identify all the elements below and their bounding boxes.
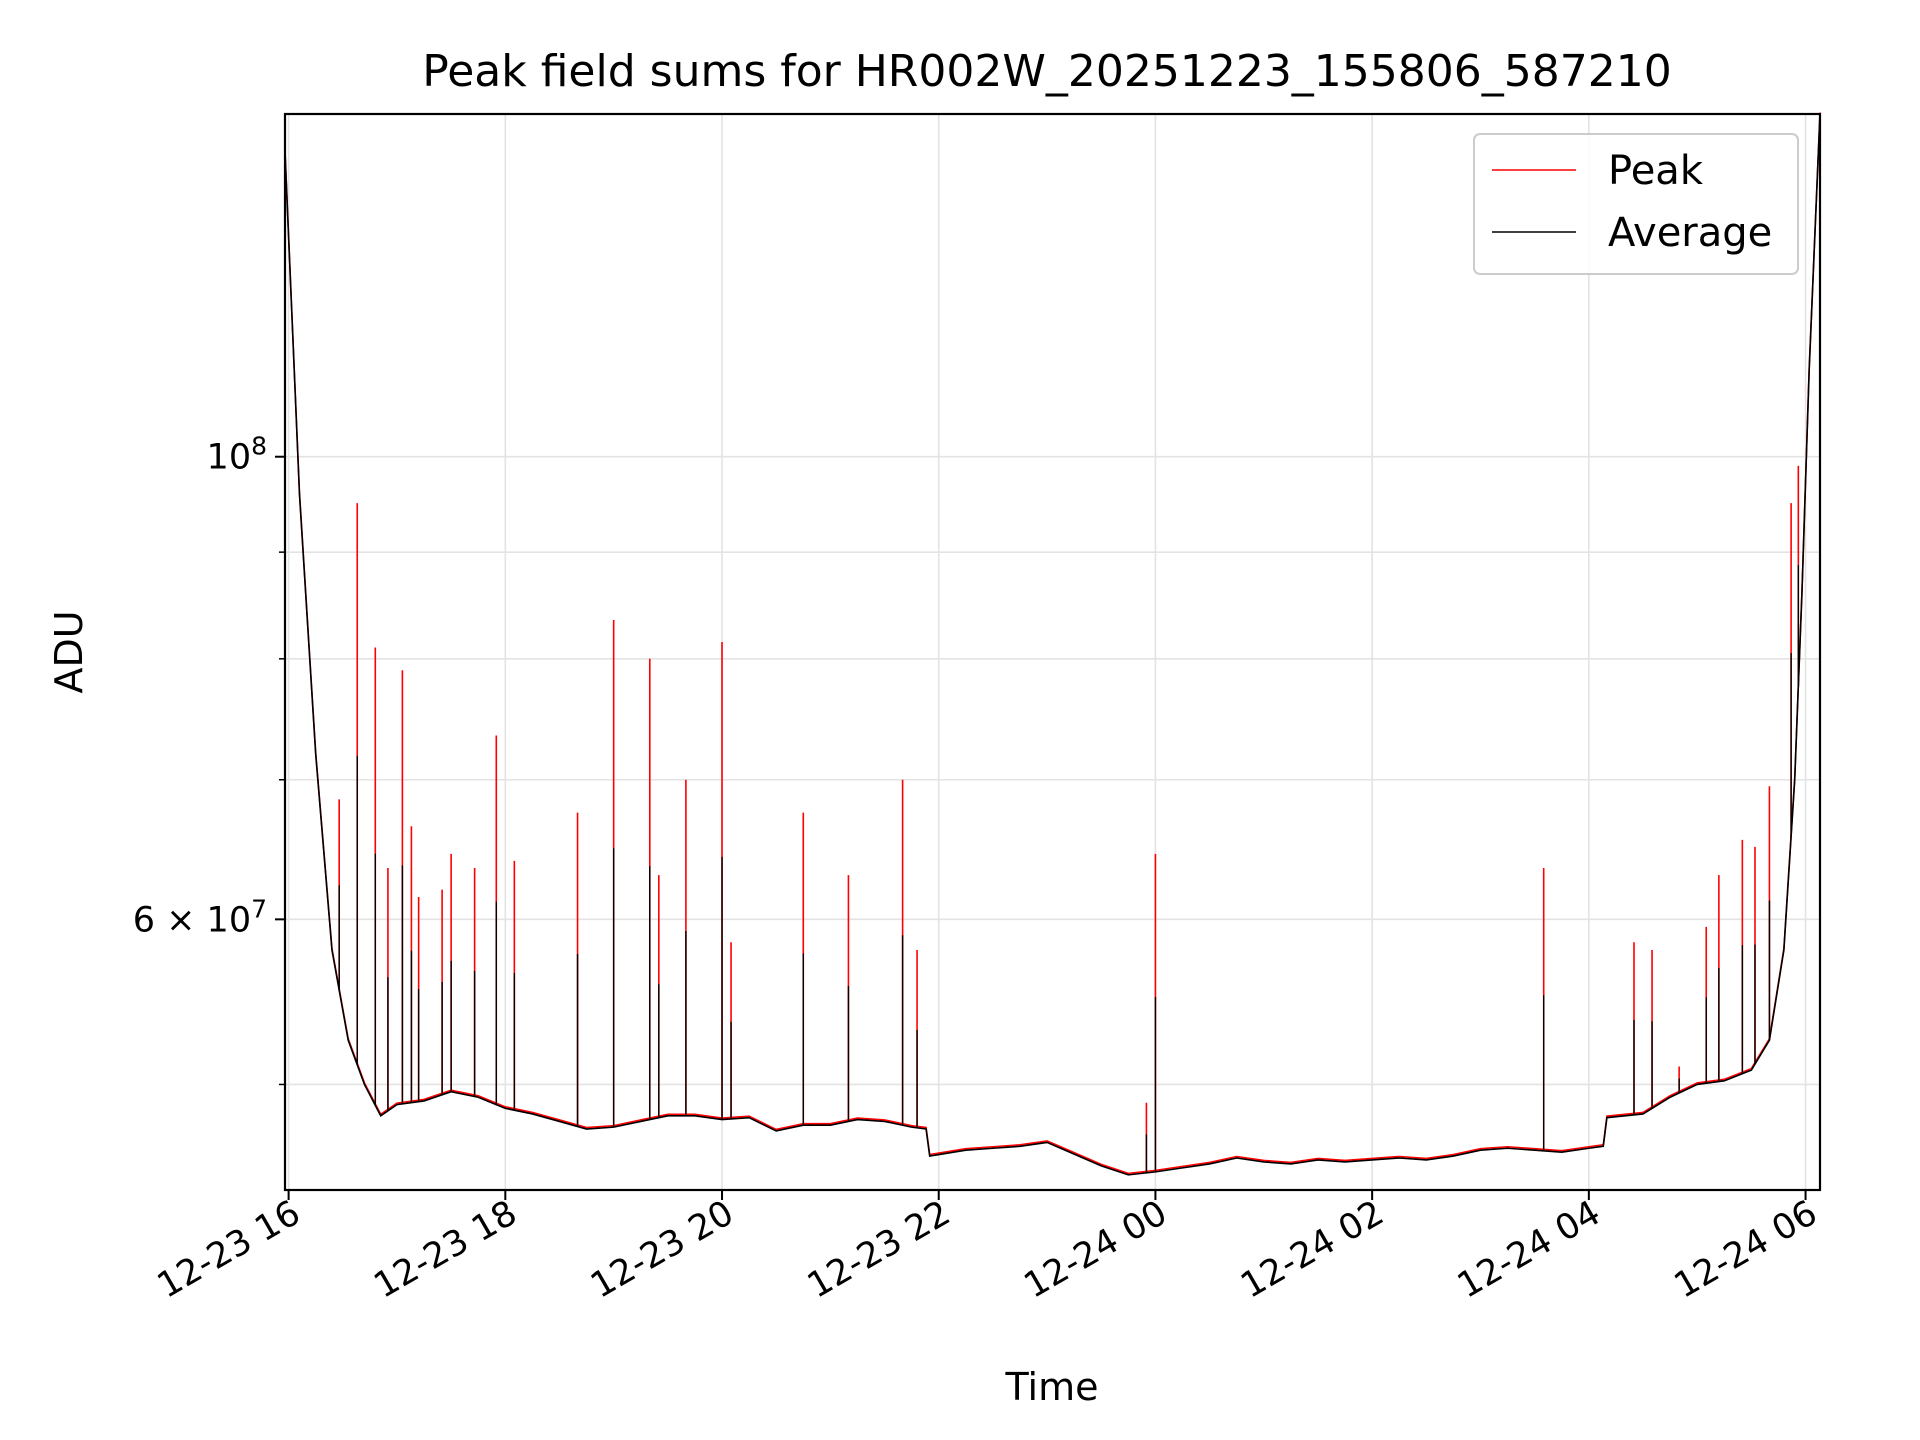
legend: Peak Average	[1473, 133, 1799, 275]
y-tick-label: 6 × 107	[133, 894, 267, 940]
y-axis-label: ADU	[47, 610, 91, 693]
legend-average-label: Average	[1608, 210, 1772, 256]
legend-box	[1473, 133, 1799, 275]
peak-series-line	[284, 112, 1821, 1175]
series-layer	[284, 112, 1821, 1176]
average-series-line	[284, 113, 1821, 1176]
chart-title: Peak field sums for HR002W_20251223_1558…	[422, 46, 1672, 97]
plot-frame	[283, 112, 1822, 1192]
y-axis: 6 × 107 108	[133, 432, 285, 1086]
legend-peak-label: Peak	[1608, 148, 1704, 194]
x-axis-label: Time	[1005, 1365, 1099, 1409]
y-tick-label: 108	[207, 432, 267, 478]
